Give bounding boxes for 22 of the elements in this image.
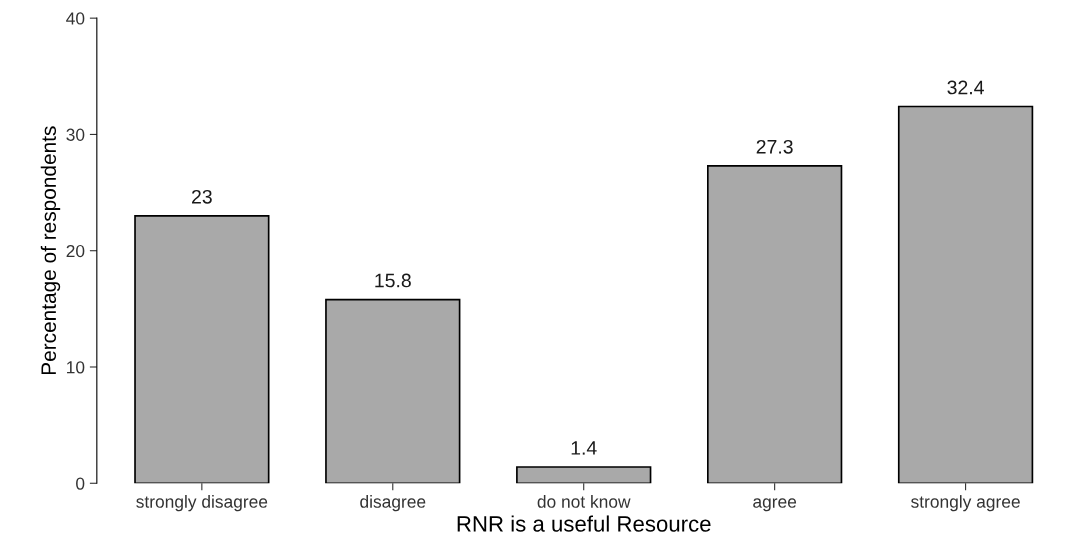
y-tick-label: 0	[76, 477, 85, 490]
data-label: 32.4	[947, 80, 984, 95]
y-tick-label: 20	[66, 244, 85, 258]
x-tick-label: agree	[753, 498, 797, 512]
bar	[134, 214, 270, 484]
bar	[516, 466, 652, 484]
bar	[706, 164, 843, 484]
bar	[897, 105, 1034, 484]
y-tick-label: 40	[66, 12, 85, 25]
x-axis-title: RNR is a useful Resource	[457, 515, 711, 532]
y-tick-label: 10	[67, 361, 85, 374]
bar	[325, 298, 461, 484]
data-label: 15.8	[375, 273, 411, 288]
x-tick-label: strongly agree	[911, 495, 1020, 512]
data-label: 1.4	[571, 441, 597, 455]
data-label: 23	[192, 189, 212, 204]
x-tick-label: do not know	[537, 495, 631, 508]
data-label: 27.3	[756, 139, 793, 154]
x-tick-label: disagree	[360, 495, 426, 512]
y-tick-label: 30	[66, 128, 85, 141]
y-axis-title: Percentage of respondents	[40, 126, 61, 375]
x-tick-label: strongly disagree	[136, 495, 268, 512]
